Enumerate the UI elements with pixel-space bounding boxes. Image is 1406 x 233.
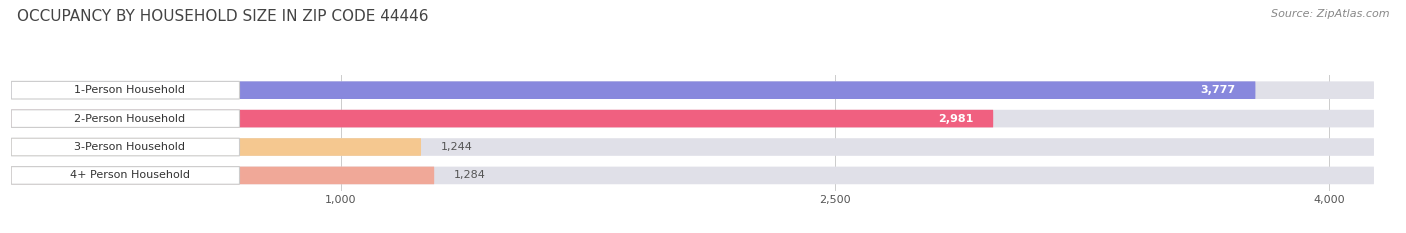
Text: 2,981: 2,981 — [938, 114, 973, 123]
FancyBboxPatch shape — [11, 81, 1374, 99]
FancyBboxPatch shape — [11, 110, 239, 127]
FancyBboxPatch shape — [11, 138, 420, 156]
FancyBboxPatch shape — [11, 138, 239, 156]
FancyBboxPatch shape — [11, 138, 1374, 156]
FancyBboxPatch shape — [11, 81, 1256, 99]
Text: 1,284: 1,284 — [454, 170, 486, 180]
Text: 3,777: 3,777 — [1201, 85, 1236, 95]
Text: 2-Person Household: 2-Person Household — [75, 114, 186, 123]
FancyBboxPatch shape — [11, 167, 434, 184]
FancyBboxPatch shape — [11, 167, 1374, 184]
FancyBboxPatch shape — [11, 81, 239, 99]
Text: 3-Person Household: 3-Person Household — [75, 142, 186, 152]
FancyBboxPatch shape — [11, 110, 993, 127]
Text: 1,244: 1,244 — [441, 142, 472, 152]
Text: OCCUPANCY BY HOUSEHOLD SIZE IN ZIP CODE 44446: OCCUPANCY BY HOUSEHOLD SIZE IN ZIP CODE … — [17, 9, 429, 24]
Text: Source: ZipAtlas.com: Source: ZipAtlas.com — [1271, 9, 1389, 19]
Text: 1-Person Household: 1-Person Household — [75, 85, 186, 95]
FancyBboxPatch shape — [11, 167, 239, 184]
Text: 4+ Person Household: 4+ Person Household — [70, 170, 190, 180]
FancyBboxPatch shape — [11, 110, 1374, 127]
